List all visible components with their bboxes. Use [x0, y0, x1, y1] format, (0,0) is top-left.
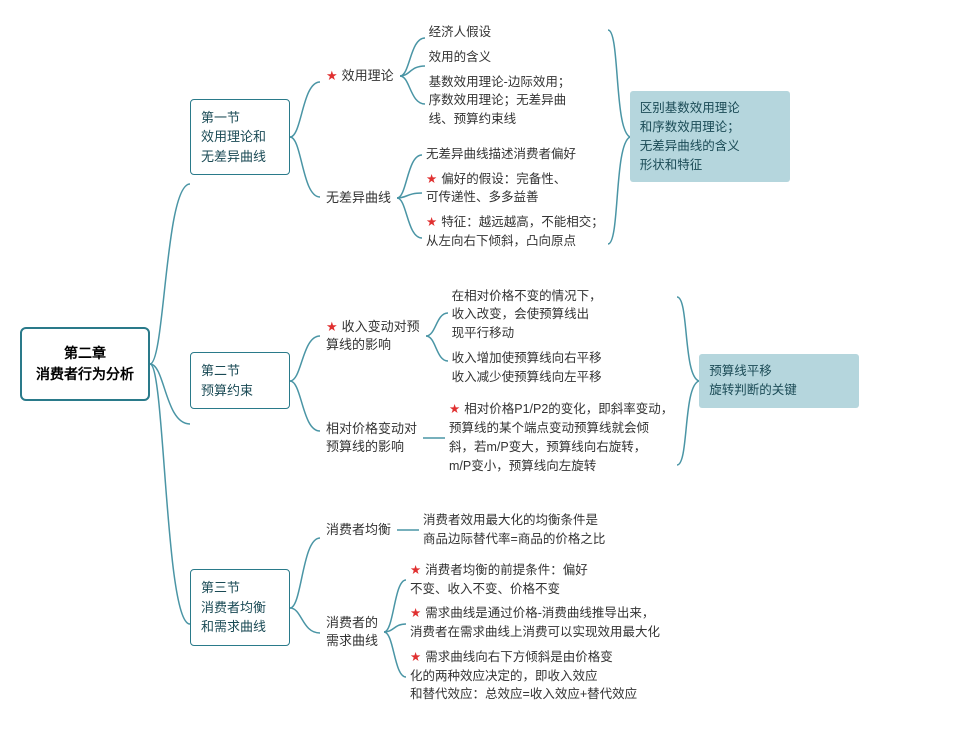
section-2-title: 第二节 预算约束 — [190, 352, 290, 409]
root-node: 第二章 消费者行为分析 — [20, 327, 150, 401]
leaf: 基数效用理论-边际效用；序数效用理论；无差异曲线、预算约束线 — [425, 70, 575, 132]
section-1-subs: 效用理论 经济人假设 效用的含义 基数效用理论-边际效用；序数效用理论；无差异曲… — [320, 20, 608, 254]
sub-3-1-label: 消费者均衡 — [320, 517, 397, 543]
leaf: 效用的含义 — [425, 45, 575, 70]
connector-root — [150, 64, 190, 664]
sub-2-1-label: 收入变动对预算线的影响 — [320, 314, 426, 358]
leaf: 特征：越远越高，不能相交；从左向右下倾斜，凸向原点 — [422, 210, 608, 254]
section-3-title: 第三节 消费者均衡 和需求曲线 — [190, 569, 290, 646]
section-2-subs: 收入变动对预算线的影响 在相对价格不变的情况下，收入改变，会使预算线出现平行移动… — [320, 284, 677, 479]
leaf: 消费者效用最大化的均衡条件是商品边际替代率=商品的价格之比 — [419, 508, 609, 552]
leaf: 偏好的假设：完备性、可传递性、多多益善 — [422, 167, 608, 211]
sub-1-1-leaves: 经济人假设 效用的含义 基数效用理论-边际效用；序数效用理论；无差异曲线、预算约… — [425, 20, 575, 132]
sub-2-1: 收入变动对预算线的影响 在相对价格不变的情况下，收入改变，会使预算线出现平行移动… — [320, 284, 677, 390]
sub-2-2-label: 相对价格变动对预算线的影响 — [320, 416, 423, 460]
sub-1-2-leaves: 无差异曲线描述消费者偏好 偏好的假设：完备性、可传递性、多多益善 特征：越远越高… — [422, 142, 608, 254]
section-3: 第三节 消费者均衡 和需求曲线 消费者均衡 消费者效用最大化的均衡条件是商品边际… — [190, 508, 859, 707]
root-line1: 第二章 — [34, 343, 136, 364]
sub-2-2: 相对价格变动对预算线的影响 相对价格P1/P2的变化，即斜率变动，预算线的某个端… — [320, 397, 677, 478]
root-line2: 消费者行为分析 — [34, 364, 136, 385]
sub-3-2-label: 消费者的需求曲线 — [320, 610, 384, 654]
sub-2-1-leaves: 在相对价格不变的情况下，收入改变，会使预算线出现平行移动 收入增加使预算线向右平… — [448, 284, 606, 390]
leaf: 需求曲线向右下方倾斜是由价格变化的两种效应决定的，即收入效应和替代效应：总效应=… — [406, 645, 664, 707]
section-1: 第一节 效用理论和 无差异曲线 效用理论 经济人假设 效用的含义 基数效用 — [190, 20, 859, 254]
sections-column: 第一节 效用理论和 无差异曲线 效用理论 经济人假设 效用的含义 基数效用 — [190, 20, 859, 707]
annotation-2: 预算线平移旋转判断的关键 — [699, 354, 859, 408]
leaf: 经济人假设 — [425, 20, 575, 45]
leaf: 在相对价格不变的情况下，收入改变，会使预算线出现平行移动 — [448, 284, 606, 346]
section-1-title: 第一节 效用理论和 无差异曲线 — [190, 99, 290, 176]
connector-s1 — [290, 32, 320, 242]
mindmap-root: 第二章 消费者行为分析 第一节 效用理论和 无差异曲线 效用理论 — [20, 20, 943, 707]
section-3-subs: 消费者均衡 消费者效用最大化的均衡条件是商品边际替代率=商品的价格之比 消费者的… — [320, 508, 664, 707]
connector-s2 — [290, 296, 320, 466]
sub-2-2-leaves: 相对价格P1/P2的变化，即斜率变动，预算线的某个端点变动预算线就会倾斜，若m/… — [445, 397, 677, 478]
leaf: 收入增加使预算线向右平移收入减少使预算线向左平移 — [448, 346, 606, 390]
sub-3-2: 消费者的需求曲线 消费者均衡的前提条件：偏好不变、收入不变、价格不变 需求曲线是… — [320, 558, 664, 707]
sub-3-1: 消费者均衡 消费者效用最大化的均衡条件是商品边际替代率=商品的价格之比 — [320, 508, 664, 552]
sub-3-1-leaves: 消费者效用最大化的均衡条件是商品边际替代率=商品的价格之比 — [419, 508, 609, 552]
leaf: 相对价格P1/P2的变化，即斜率变动，预算线的某个端点变动预算线就会倾斜，若m/… — [445, 397, 677, 478]
section-2: 第二节 预算约束 收入变动对预算线的影响 在相对价格不变的情况下，收入改变，会使… — [190, 284, 859, 479]
connector-s3 — [290, 513, 320, 703]
sub-3-2-leaves: 消费者均衡的前提条件：偏好不变、收入不变、价格不变 需求曲线是通过价格-消费曲线… — [406, 558, 664, 707]
annotation-1: 区别基数效用理论和序数效用理论；无差异曲线的含义形状和特征 — [630, 91, 790, 182]
leaf: 需求曲线是通过价格-消费曲线推导出来，消费者在需求曲线上消费可以实现效用最大化 — [406, 601, 664, 645]
sub-1-1: 效用理论 经济人假设 效用的含义 基数效用理论-边际效用；序数效用理论；无差异曲… — [320, 20, 608, 132]
sub-1-2-label: 无差异曲线 — [320, 185, 397, 211]
leaf: 无差异曲线描述消费者偏好 — [422, 142, 608, 167]
sub-1-1-label: 效用理论 — [320, 63, 400, 89]
leaf: 消费者均衡的前提条件：偏好不变、收入不变、价格不变 — [406, 558, 664, 602]
sub-1-2: 无差异曲线 无差异曲线描述消费者偏好 偏好的假设：完备性、可传递性、多多益善 特… — [320, 142, 608, 254]
